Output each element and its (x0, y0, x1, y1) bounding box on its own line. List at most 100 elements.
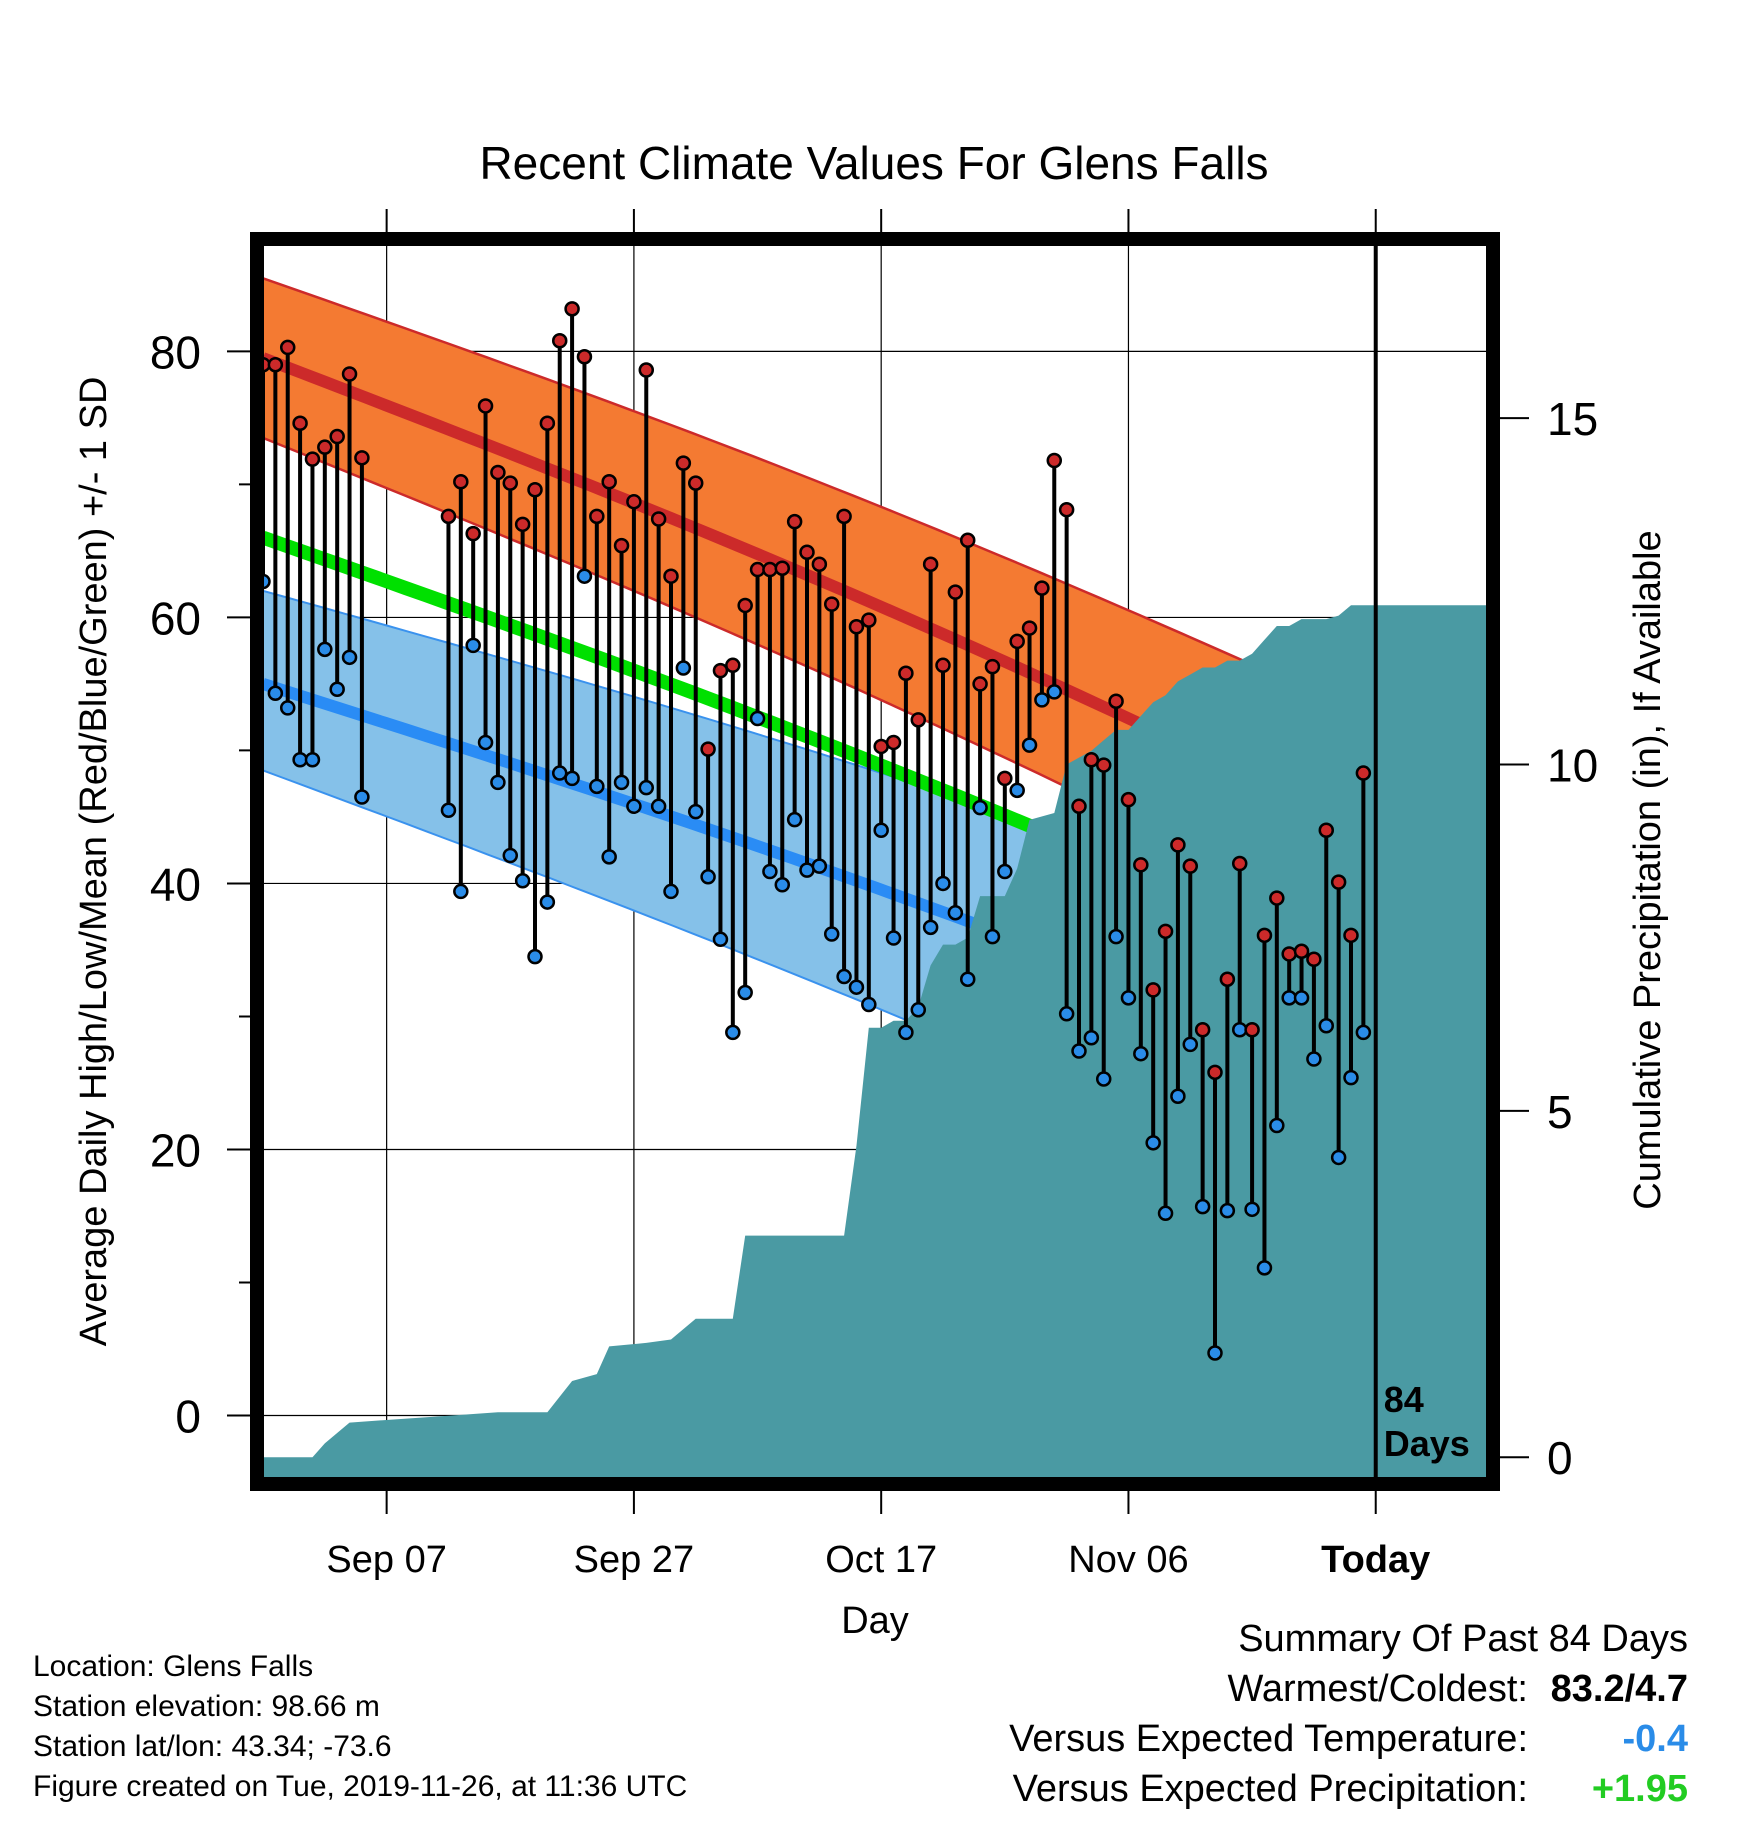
y-tick-label: 20 (150, 1124, 201, 1176)
daily-high-point (663, 568, 679, 584)
summary-title: Summary Of Past 84 Days (1238, 1618, 1688, 1660)
daily-low-point (947, 904, 964, 921)
daily-low-point (1231, 1022, 1248, 1038)
daily-high-point (1133, 857, 1149, 873)
daily-high-point (1330, 874, 1347, 890)
daily-high-point (440, 508, 457, 525)
daily-low-point (477, 734, 494, 751)
daily-high-point (601, 474, 617, 490)
daily-high-point (490, 464, 506, 481)
daily-low-point (1083, 1029, 1100, 1046)
daily-high-point (1343, 927, 1359, 944)
daily-high-point (564, 301, 580, 317)
daily-high-point (304, 451, 321, 467)
daily-high-point (1231, 855, 1248, 872)
daily-high-point (1207, 1064, 1223, 1081)
daily-low-point (440, 802, 457, 819)
daily-high-point (749, 561, 766, 578)
daily-high-point (1058, 501, 1075, 518)
x-tick-label: Oct 17 (825, 1539, 937, 1581)
daily-high-point (687, 475, 704, 491)
daily-high-point (317, 439, 333, 455)
daily-high-point (1256, 927, 1273, 944)
daily-low-point (836, 968, 852, 985)
elevation-label: Station elevation: 98.66 m (33, 1690, 380, 1723)
daily-high-point (1293, 943, 1310, 960)
daily-high-point (465, 525, 481, 542)
daily-high-point (1157, 923, 1174, 940)
warmest-coldest-label: Warmest/Coldest: (1227, 1668, 1528, 1710)
daily-low-point (1194, 1198, 1211, 1215)
daily-low-point (1133, 1045, 1149, 1062)
y2-axis-title: Cumulative Precipitation (in), If Availa… (1627, 530, 1669, 1209)
daily-low-point (304, 751, 321, 768)
daily-low-point (650, 798, 667, 815)
daily-high-point (1145, 982, 1161, 998)
x-tick-label: Sep 27 (574, 1539, 694, 1581)
daily-low-point (539, 894, 556, 910)
daily-high-point (823, 596, 840, 612)
daily-high-point (910, 712, 927, 728)
y2-tick-label: 0 (1547, 1432, 1573, 1484)
daily-high-point (638, 362, 655, 378)
daily-low-point (341, 649, 358, 666)
daily-low-point (663, 883, 679, 900)
daily-high-point (1170, 837, 1186, 853)
daily-high-point (799, 544, 815, 561)
daily-low-point (1009, 782, 1025, 799)
daily-low-point (1157, 1205, 1174, 1222)
daily-low-point (329, 681, 345, 698)
daily-high-point (848, 618, 865, 635)
daily-low-point (514, 873, 531, 889)
daily-high-point (341, 366, 358, 382)
daily-high-point (811, 556, 828, 572)
daily-low-point (279, 700, 296, 716)
daily-high-point (1120, 791, 1137, 808)
temp-versus-value: -0.4 (1622, 1718, 1688, 1760)
daily-high-point (725, 657, 741, 674)
daily-low-point (1306, 1051, 1322, 1067)
daily-low-point (997, 863, 1013, 880)
daily-low-point (1071, 1043, 1087, 1059)
created-label: Figure created on Tue, 2019-11-26, at 11… (33, 1770, 688, 1803)
daily-low-point (898, 1024, 914, 1041)
daily-low-point (712, 931, 729, 948)
daily-low-point (527, 948, 543, 965)
precip-area (263, 605, 1487, 1478)
daily-low-point (1095, 1071, 1112, 1087)
daily-low-point (1058, 1006, 1075, 1022)
daily-low-point (737, 984, 753, 1001)
daily-low-point (354, 789, 370, 805)
daily-high-point (922, 556, 939, 572)
daily-low-point (959, 971, 976, 987)
daily-high-point (1281, 946, 1297, 962)
daily-high-point (1046, 452, 1063, 469)
daily-low-point (292, 751, 308, 768)
daily-high-point (935, 657, 951, 674)
daily-low-point (1182, 1036, 1199, 1053)
daily-high-point (959, 532, 976, 549)
daily-low-point (972, 799, 988, 816)
daily-low-point (317, 641, 333, 658)
daily-low-point (601, 849, 617, 865)
y-tick-label: 0 (175, 1390, 201, 1442)
daily-low-point (1046, 684, 1063, 700)
daily-low-point (1293, 990, 1310, 1006)
daily-high-point (539, 415, 556, 431)
daily-low-point (885, 930, 902, 946)
x-tick-label: Sep 07 (326, 1539, 446, 1581)
daily-high-point (997, 770, 1013, 787)
daily-low-point (564, 770, 580, 787)
daily-high-point (984, 658, 1001, 675)
daily-low-point (589, 778, 605, 795)
daily-low-point (762, 863, 778, 880)
daily-low-point (1219, 1202, 1236, 1219)
chart-title: Recent Climate Values For Glens Falls (479, 137, 1269, 189)
daily-low-point (1281, 990, 1297, 1006)
daily-low-point (774, 877, 791, 893)
daily-low-point (1355, 1024, 1372, 1041)
daily-high-point (1244, 1022, 1260, 1038)
daily-high-point (1034, 580, 1050, 596)
daily-high-point (1269, 890, 1285, 906)
